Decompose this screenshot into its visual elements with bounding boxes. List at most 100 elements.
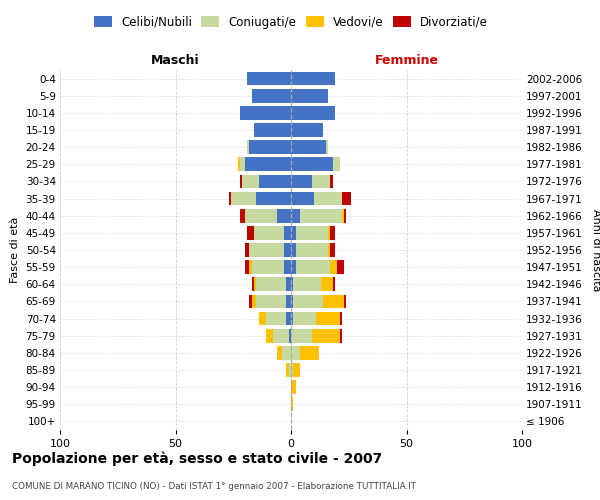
Bar: [330, 174, 332, 188]
Bar: [326, 140, 328, 154]
Bar: [252, 89, 291, 102]
Bar: [291, 140, 326, 154]
Bar: [272, 329, 289, 342]
Bar: [250, 140, 291, 154]
Bar: [291, 89, 328, 102]
Bar: [250, 294, 252, 308]
Bar: [293, 363, 300, 377]
Bar: [330, 243, 335, 257]
Bar: [291, 123, 323, 137]
Bar: [242, 174, 259, 188]
Bar: [238, 158, 240, 171]
Bar: [337, 260, 344, 274]
Bar: [284, 226, 291, 239]
Bar: [256, 294, 286, 308]
Bar: [293, 312, 316, 326]
Bar: [344, 294, 346, 308]
Bar: [289, 329, 291, 342]
Bar: [296, 243, 328, 257]
Bar: [286, 312, 291, 326]
Bar: [284, 243, 291, 257]
Bar: [291, 329, 312, 342]
Bar: [282, 346, 291, 360]
Bar: [286, 294, 291, 308]
Bar: [291, 106, 335, 120]
Text: Popolazione per età, sesso e stato civile - 2007: Popolazione per età, sesso e stato civil…: [12, 451, 382, 466]
Bar: [291, 260, 296, 274]
Bar: [259, 312, 266, 326]
Bar: [291, 363, 293, 377]
Bar: [312, 329, 340, 342]
Bar: [296, 226, 328, 239]
Bar: [252, 294, 256, 308]
Bar: [240, 174, 242, 188]
Bar: [256, 278, 286, 291]
Bar: [312, 174, 330, 188]
Bar: [291, 312, 293, 326]
Bar: [291, 226, 296, 239]
Bar: [250, 243, 284, 257]
Y-axis label: Fasce di età: Fasce di età: [10, 217, 20, 283]
Bar: [247, 226, 254, 239]
Bar: [340, 329, 342, 342]
Bar: [291, 243, 296, 257]
Bar: [291, 72, 335, 86]
Bar: [300, 346, 319, 360]
Bar: [300, 209, 342, 222]
Bar: [340, 312, 342, 326]
Bar: [229, 192, 231, 205]
Text: COMUNE DI MARANO TICINO (NO) - Dati ISTAT 1° gennaio 2007 - Elaborazione TUTTITA: COMUNE DI MARANO TICINO (NO) - Dati ISTA…: [12, 482, 416, 491]
Bar: [291, 158, 332, 171]
Bar: [328, 226, 330, 239]
Bar: [291, 278, 293, 291]
Bar: [277, 346, 282, 360]
Y-axis label: Anni di nascita: Anni di nascita: [591, 209, 600, 291]
Bar: [254, 226, 284, 239]
Bar: [293, 294, 323, 308]
Bar: [289, 363, 291, 377]
Legend: Celibi/Nubili, Coniugati/e, Vedovi/e, Divorziati/e: Celibi/Nubili, Coniugati/e, Vedovi/e, Di…: [89, 11, 493, 34]
Bar: [286, 363, 289, 377]
Bar: [254, 123, 291, 137]
Text: Maschi: Maschi: [151, 54, 200, 66]
Bar: [291, 192, 314, 205]
Bar: [284, 260, 291, 274]
Bar: [286, 278, 291, 291]
Bar: [250, 260, 252, 274]
Bar: [252, 278, 254, 291]
Bar: [291, 398, 293, 411]
Bar: [296, 260, 330, 274]
Bar: [328, 243, 330, 257]
Bar: [245, 260, 250, 274]
Bar: [240, 106, 291, 120]
Bar: [291, 209, 300, 222]
Bar: [245, 243, 250, 257]
Bar: [330, 226, 335, 239]
Bar: [240, 158, 245, 171]
Bar: [291, 380, 296, 394]
Bar: [252, 260, 284, 274]
Bar: [314, 192, 342, 205]
Bar: [330, 260, 337, 274]
Bar: [293, 278, 321, 291]
Bar: [266, 329, 272, 342]
Bar: [332, 278, 335, 291]
Bar: [256, 192, 291, 205]
Bar: [231, 192, 256, 205]
Bar: [245, 158, 291, 171]
Bar: [316, 312, 340, 326]
Bar: [342, 192, 351, 205]
Bar: [344, 209, 346, 222]
Bar: [245, 209, 277, 222]
Bar: [247, 140, 250, 154]
Bar: [277, 209, 291, 222]
Text: Femmine: Femmine: [374, 54, 439, 66]
Bar: [291, 294, 293, 308]
Bar: [342, 209, 344, 222]
Bar: [291, 346, 300, 360]
Bar: [323, 294, 344, 308]
Bar: [266, 312, 286, 326]
Bar: [259, 174, 291, 188]
Bar: [247, 72, 291, 86]
Bar: [332, 158, 340, 171]
